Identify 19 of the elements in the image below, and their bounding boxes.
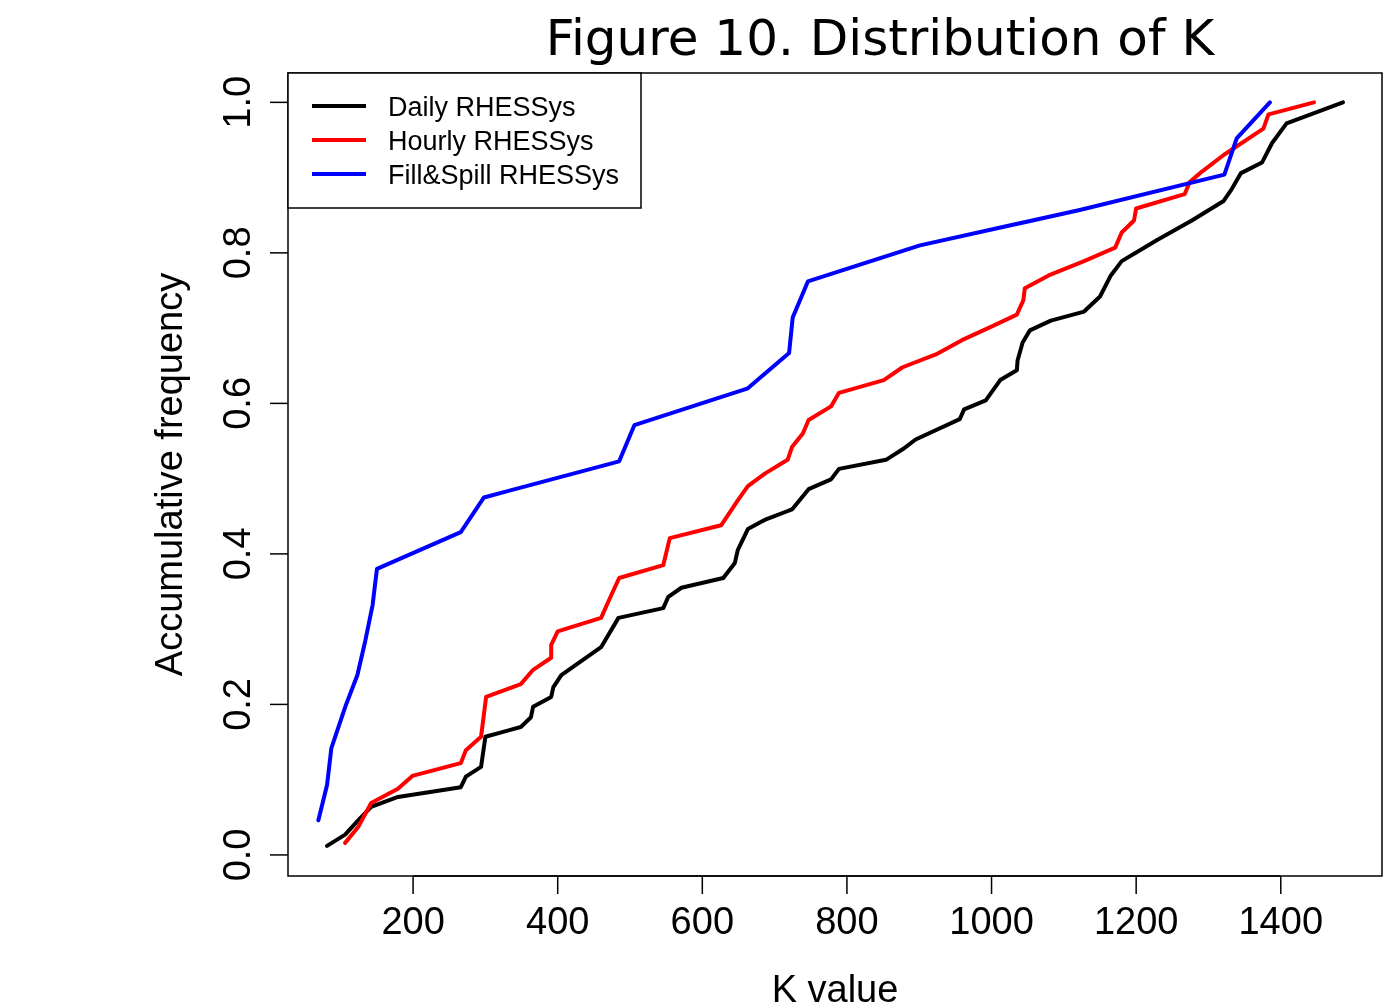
x-tick-label: 800 [815, 900, 879, 942]
x-tick-label: 200 [381, 900, 445, 942]
x-tick-label: 600 [670, 900, 735, 942]
y-tick-label: 0.0 [216, 828, 258, 882]
x-axis-title: K value [771, 968, 899, 1008]
x-tick-label: 1000 [949, 900, 1034, 942]
x-tick-label: 400 [526, 900, 590, 942]
y-tick-label: 1.0 [216, 75, 258, 129]
legend-label: Fill&Spill RHESSys [388, 160, 620, 190]
y-tick-label: 0.6 [216, 376, 258, 430]
legend-label: Daily RHESSys [388, 92, 576, 122]
y-tick-label: 0.2 [216, 678, 258, 731]
x-tick-label: 1200 [1093, 900, 1179, 942]
y-tick-label: 0.4 [216, 527, 258, 581]
y-axis-title: Accumulative frequency [148, 272, 190, 677]
y-tick-label: 0.8 [216, 226, 258, 280]
legend-label: Hourly RHESSys [388, 126, 594, 156]
chart-title: Figure 10. Distribution of K [545, 9, 1216, 67]
x-tick-label: 1400 [1238, 900, 1324, 942]
